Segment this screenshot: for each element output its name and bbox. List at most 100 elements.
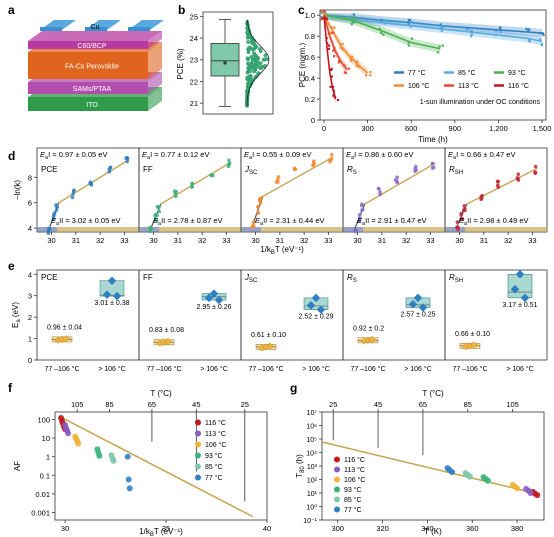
d-point-2-1-2: [256, 205, 260, 209]
g-legend-marker-3: [334, 486, 340, 493]
d-point-4-2-3: [462, 206, 467, 211]
d-point-0-3-3: [71, 189, 76, 194]
c-point-1-4-0: [440, 25, 444, 28]
c-point-3-1-0: [333, 26, 336, 29]
g-point-5-2: [449, 469, 456, 476]
d-xtick-label-4-0: 30: [455, 236, 463, 245]
d-point-3-3-1: [377, 186, 381, 191]
b-ytick-label-2: 23: [190, 56, 198, 65]
d-xtick-label-1-0: 30: [149, 236, 157, 245]
c-point-5-1-0: [327, 44, 331, 47]
f-xtick-label-0: 30: [61, 524, 69, 533]
c-point-2-4-0: [436, 51, 440, 54]
c-point-3-1-1: [329, 31, 333, 34]
d-name-2: JSC: [244, 165, 258, 176]
d-point-0-1-1: [51, 217, 56, 222]
d-ytick-label-1: 6: [28, 199, 32, 208]
b-point-155: [246, 57, 250, 62]
c-point-5-0-2: [325, 17, 328, 20]
d-point-4-3-3: [480, 193, 484, 198]
d-fit-low-3: [364, 162, 436, 205]
d-point-2-3-3: [276, 180, 280, 184]
c-point-4-3-2: [338, 60, 341, 63]
d-xtick-label-0-1: 31: [72, 236, 80, 245]
panel-a: a ITO SAMs/PTAA FA-Cs Perovskite C60/BCP Cu: [8, 3, 164, 111]
c-point-1-6-1: [494, 33, 497, 37]
d-point-3-2-1: [360, 208, 364, 213]
panel-e: e Ea (eV) 0 1 2 3 4 77 –106 °C > 106 °C 0.96 ± …: [8, 259, 548, 373]
d-point-1-4-1: [190, 185, 194, 189]
panel-c-label: c: [298, 3, 305, 17]
d-point-4-1-3: [459, 212, 463, 217]
g-top-tick-label-1: 45: [374, 400, 382, 409]
c-ytick-label-1: 0.2: [305, 95, 315, 104]
c-point-2-2-0: [378, 27, 381, 31]
d-point-2-4-3: [293, 167, 297, 172]
c-point-5-4-1: [333, 96, 337, 99]
c-point-1-3-0: [409, 25, 412, 28]
c-point-4-0-0: [324, 16, 328, 19]
g-legend-marker-1: [334, 466, 340, 473]
c-point-4-2-0: [333, 47, 336, 50]
panel-d-xlabel: 1/kBT (eV⁻¹): [260, 245, 304, 256]
e-point-high-4-0: [515, 270, 525, 279]
e-point-high-2-2: [316, 305, 326, 314]
b-point-156: [247, 64, 252, 69]
d-point-0-4-3: [88, 181, 92, 186]
c-legend-label-2: 93 °C: [508, 69, 526, 77]
d-subpanel-3: 30 31 32 33 EaI = 0.86 ± 0.60 eV RS EaII = 2.9…: [342, 147, 446, 245]
f-point-3-2: [96, 452, 103, 459]
d-strip-high-3: [363, 227, 445, 232]
c-point-0-6-0: [499, 27, 502, 30]
c-point-3-2-0: [341, 42, 344, 45]
c-point-3-2-2: [342, 48, 345, 51]
f-ytick-label-2: 1: [46, 453, 50, 462]
d-eaII-label-2: EaII = 2.31 ± 0.44 eV: [255, 216, 325, 227]
d-strip-high-0: [57, 227, 139, 232]
d-point-2-6-3: [329, 152, 334, 157]
d-point-3-1-3: [357, 216, 362, 221]
f-xtick-label-1: 35: [162, 524, 170, 533]
panel-f: f AF T (°C) 1/kBT (eV⁻¹) 30 35 40 100 10 1 0.1…: [8, 381, 271, 537]
b-point-92: [251, 47, 255, 52]
d-point-0-6-1: [125, 159, 129, 164]
c-point-1-0-1: [320, 15, 323, 18]
panel-c-frame: [319, 9, 547, 121]
d-point-3-2-3: [359, 203, 364, 208]
g-legend-label-2: 106 °C: [344, 476, 365, 484]
c-point-2-2-1: [382, 33, 385, 36]
b-point-139: [248, 75, 252, 80]
c-point-1-2-2: [383, 22, 386, 25]
c-point-3-3-2: [349, 59, 353, 62]
e-label-high-0: 3.01 ± 0.38: [95, 300, 130, 307]
c-point-3-0-0: [324, 14, 327, 18]
e-cat-low-3: 77 –106 °C: [350, 365, 385, 373]
d-point-1-4-3: [190, 181, 195, 186]
d-point-2-3-2: [276, 175, 281, 179]
panel-d-ylabel: −ln(k): [13, 180, 22, 201]
c-point-4-0-1: [322, 10, 326, 13]
f-ytick-label-5: 0.001: [31, 509, 50, 518]
layer-side-2: [148, 42, 162, 79]
b-box: [210, 43, 240, 77]
c-xtick-label-3: 900: [449, 124, 462, 133]
b-point-121: [245, 30, 249, 35]
panel-g-top-label: T (°C): [422, 389, 444, 398]
d-eaI-label-0: EaI = 0.97 ± 0.05 eV: [40, 150, 107, 161]
panel-d-label: d: [8, 149, 15, 163]
d-strip-high-2: [261, 227, 343, 232]
c-xtick-label-0: 0: [322, 124, 326, 133]
e-cat-high-2: > 106 °C: [302, 365, 330, 373]
c-point-0-8-2: [539, 32, 542, 35]
f-ytick-label-1: 10: [42, 434, 50, 443]
g-legend-marker-5: [334, 506, 340, 513]
b-point-148: [259, 65, 264, 70]
c-point-0-1-1: [353, 17, 357, 20]
c-ytick-label-4: 0.8: [305, 32, 315, 41]
d-point-3-5-3: [414, 164, 418, 169]
f-top-tick-label-1: 85: [105, 400, 113, 409]
c-point-0-7-0: [527, 29, 530, 32]
d-xtick-label-1-2: 32: [198, 236, 206, 245]
e-label-high-3: 2.57 ± 0.25: [401, 312, 436, 319]
b-mean: [223, 61, 227, 65]
